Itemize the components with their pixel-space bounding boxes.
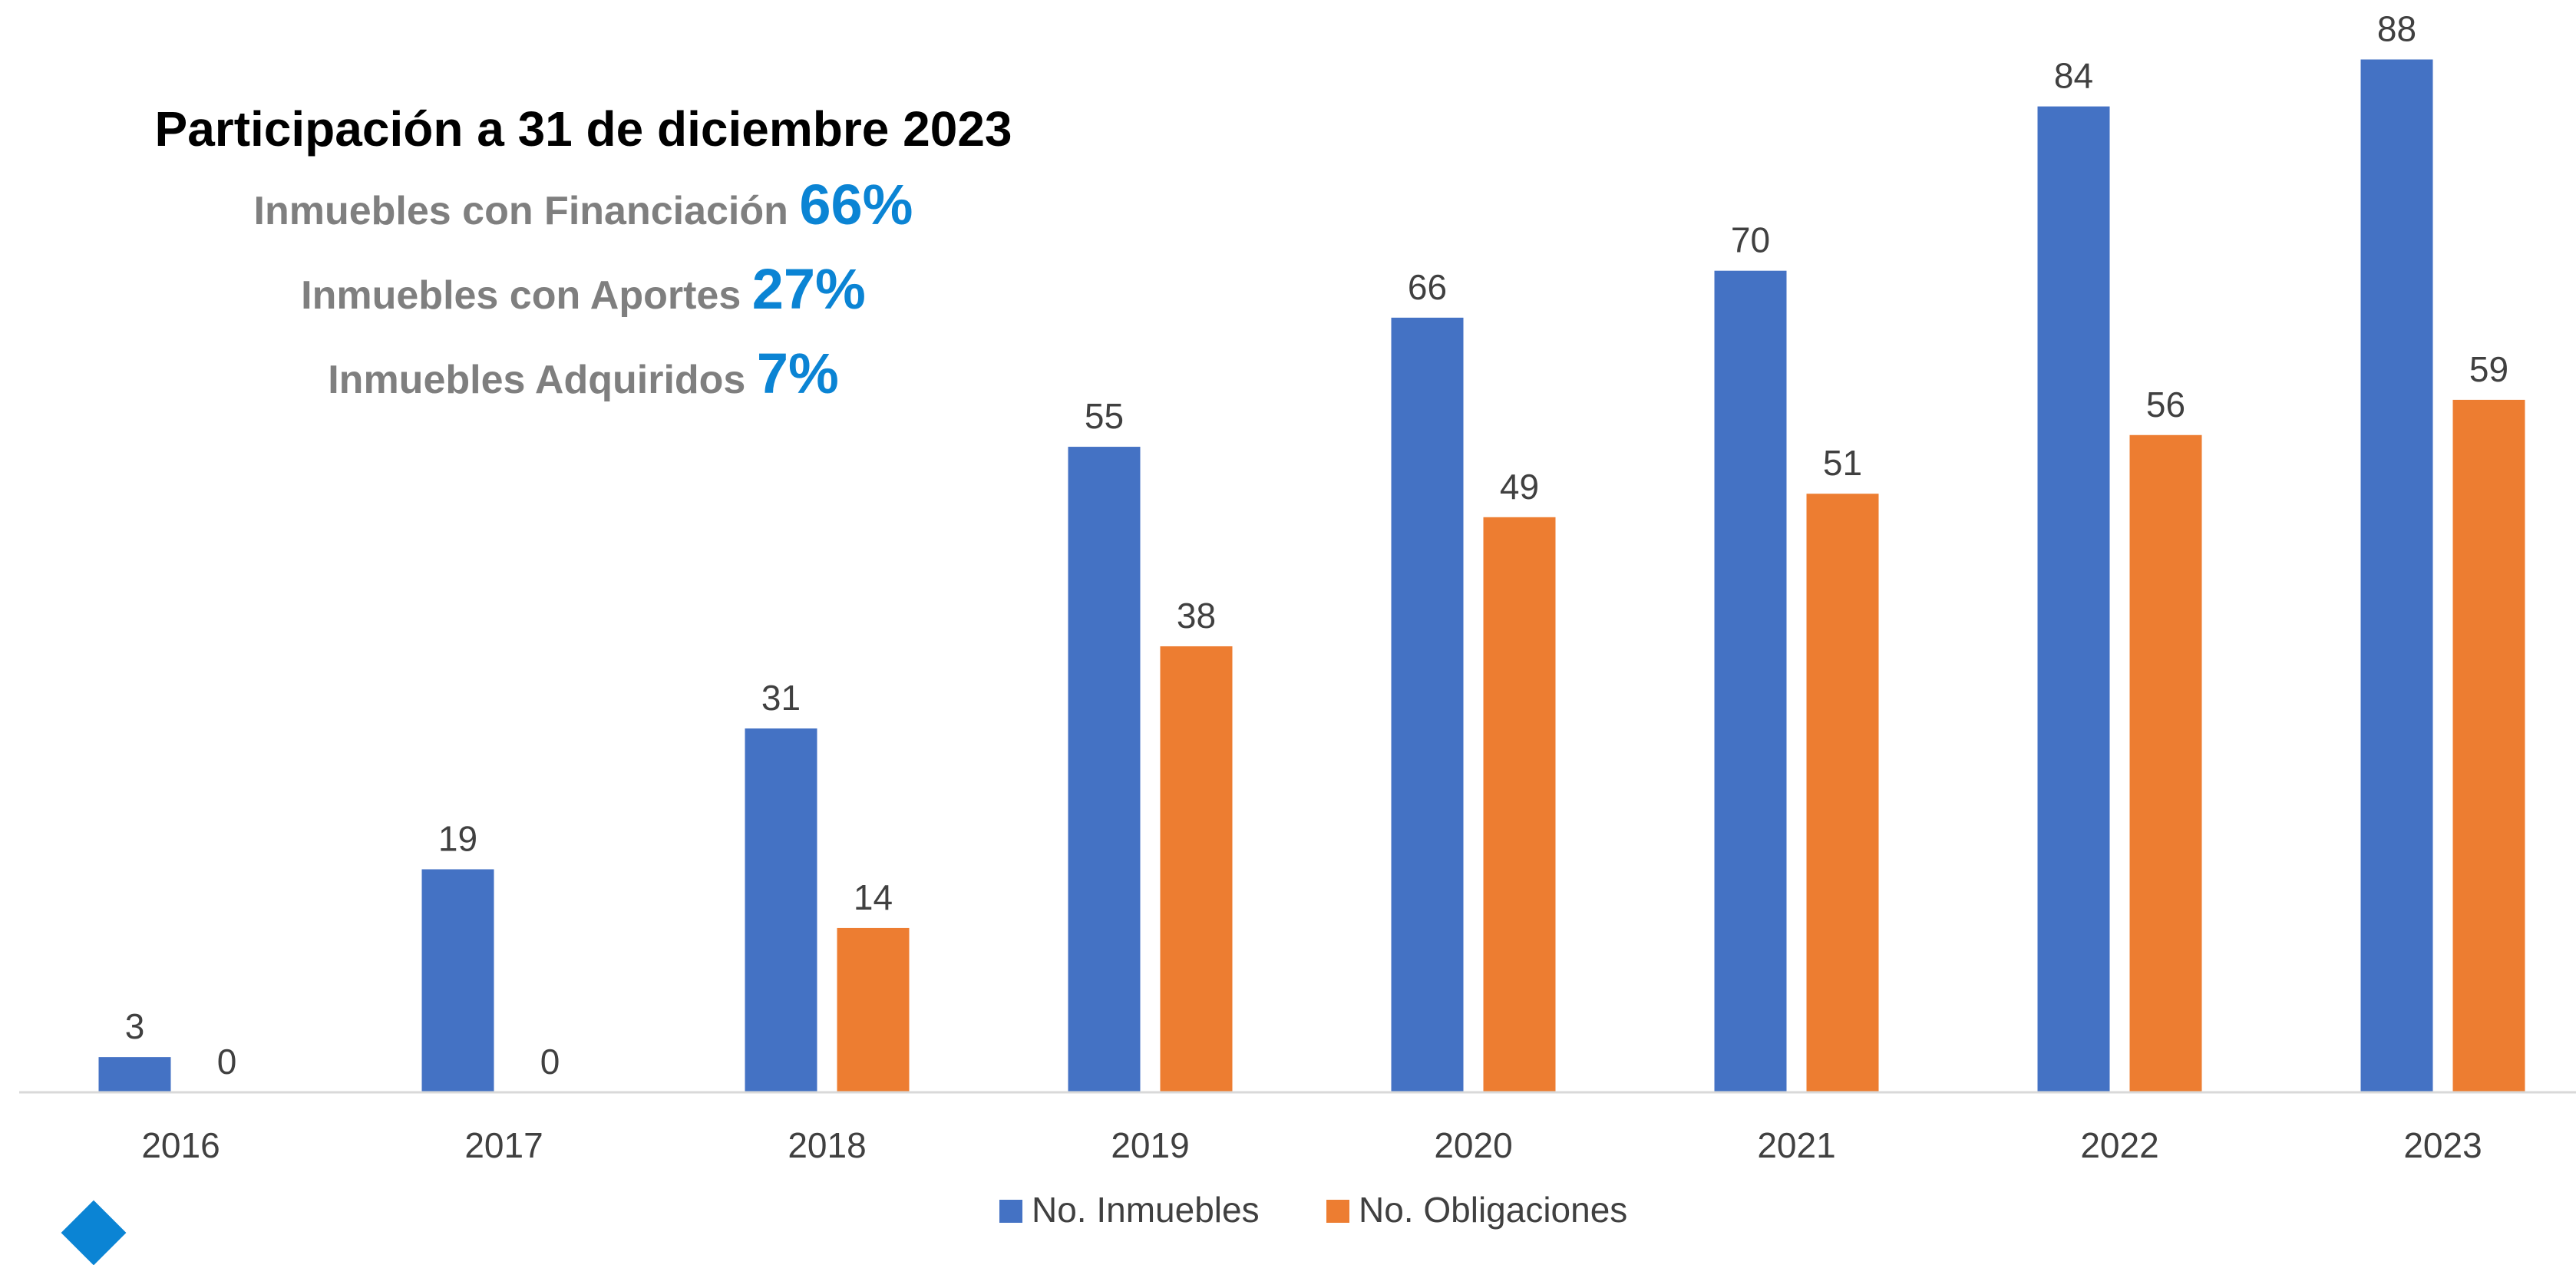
summary-annotation: Participación a 31 de diciembre 2023 Inm…	[84, 92, 1082, 419]
data-label: 51	[1823, 443, 1862, 483]
legend-swatch	[999, 1200, 1022, 1223]
legend-swatch	[1326, 1200, 1349, 1223]
data-label: 49	[1500, 467, 1539, 507]
bar-obligaciones-2023	[2452, 399, 2525, 1092]
annotation-value: 7%	[756, 342, 839, 405]
bar-inmuebles-2023	[2360, 59, 2433, 1093]
data-label: 59	[2469, 349, 2508, 389]
x-tick-label: 2016	[141, 1125, 220, 1165]
data-label: 84	[2054, 56, 2093, 96]
data-label: 56	[2146, 385, 2185, 424]
x-tick-label: 2017	[464, 1125, 543, 1165]
annotation-label: Inmuebles con Aportes	[301, 273, 741, 318]
legend: No. Inmuebles No. Obligaciones	[999, 1190, 1627, 1230]
bar-inmuebles-2018	[745, 728, 817, 1092]
bar-inmuebles-2020	[1391, 317, 1464, 1092]
data-label: 88	[2377, 8, 2416, 48]
x-tick-label: 2023	[2403, 1125, 2482, 1165]
data-label: 38	[1177, 596, 1216, 636]
data-label: 3	[125, 1006, 145, 1046]
legend-label: No. Inmuebles	[1032, 1190, 1260, 1230]
data-label: 0	[540, 1042, 560, 1082]
annotation-row-financiacion: Inmuebles con Financiación 66%	[84, 166, 1082, 250]
bar-obligaciones-2020	[1483, 517, 1556, 1092]
bar-obligaciones-2019	[1160, 646, 1233, 1092]
bar-obligaciones-2022	[2129, 434, 2202, 1092]
data-label: 55	[1085, 396, 1124, 436]
bar-obligaciones-2021	[1806, 494, 1879, 1092]
chart-bars: 3 0 19 0 31 14 55 38 66 49 70 51 84 56 88 59	[98, 8, 2525, 1093]
annotation-label: Inmuebles Adquiridos	[328, 358, 746, 402]
x-tick-label: 2021	[1757, 1125, 1835, 1165]
x-axis-ticks: 2016 2017 2018 2019 2020 2021 2022 2023	[141, 1125, 2482, 1165]
data-label: 31	[761, 678, 801, 718]
x-tick-label: 2019	[1111, 1125, 1189, 1165]
annotation-label: Inmuebles con Financiación	[253, 189, 788, 233]
bar-obligaciones-2018	[837, 927, 910, 1092]
bar-inmuebles-2016	[98, 1057, 171, 1092]
annotation-value: 27%	[751, 257, 866, 321]
bar-inmuebles-2022	[2037, 106, 2110, 1092]
bar-inmuebles-2019	[1068, 447, 1141, 1092]
data-label: 14	[854, 877, 893, 917]
annotation-row-aportes: Inmuebles con Aportes 27%	[84, 250, 1082, 335]
bar-inmuebles-2021	[1714, 270, 1787, 1093]
data-label: 19	[438, 818, 477, 858]
x-tick-label: 2018	[788, 1125, 866, 1165]
annotation-value: 66%	[799, 173, 913, 236]
annotation-row-adquiridos: Inmuebles Adquiridos 7%	[84, 335, 1082, 419]
x-tick-label: 2022	[2080, 1125, 2158, 1165]
annotation-title: Participación a 31 de diciembre 2023	[154, 101, 1012, 157]
x-tick-label: 2020	[1434, 1125, 1512, 1165]
legend-label: No. Obligaciones	[1359, 1190, 1627, 1230]
data-label: 0	[217, 1042, 237, 1082]
data-label: 70	[1731, 220, 1770, 260]
bar-inmuebles-2017	[421, 869, 494, 1092]
data-label: 66	[1408, 267, 1447, 307]
